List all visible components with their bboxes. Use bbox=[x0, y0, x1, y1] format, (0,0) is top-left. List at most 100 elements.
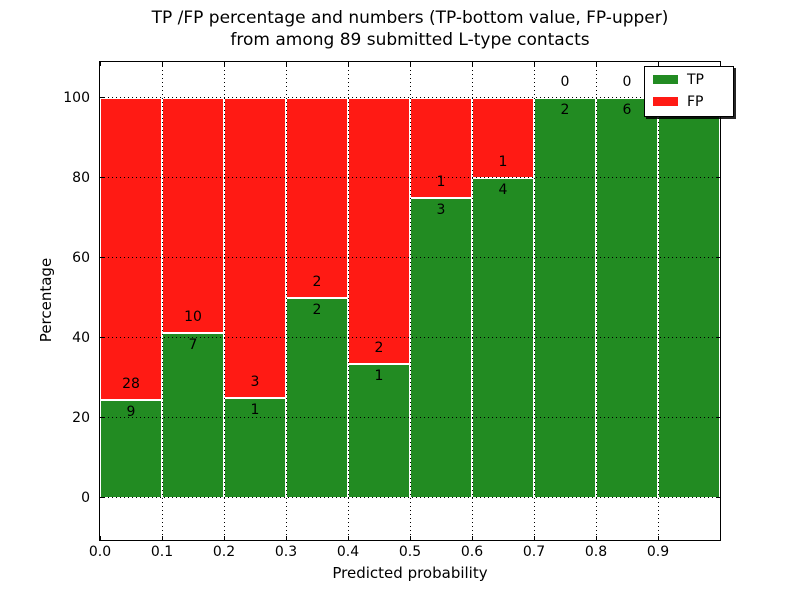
grid-line-vertical bbox=[595, 62, 597, 540]
fp-count-label: 28 bbox=[122, 376, 140, 393]
y-tick-mark bbox=[100, 257, 104, 259]
fp-count-label: 2 bbox=[374, 340, 384, 357]
x-tick-label: 0.0 bbox=[88, 544, 112, 560]
x-tick-mark bbox=[533, 536, 535, 540]
bar-fp-segment bbox=[286, 97, 348, 298]
fp-count-label: 2 bbox=[312, 273, 322, 290]
tp-count-label: 1 bbox=[374, 368, 384, 385]
legend-item-label: FP bbox=[687, 93, 704, 110]
chart-title: TP /FP percentage and numbers (TP-bottom… bbox=[100, 7, 720, 51]
bar-tp-segment bbox=[286, 297, 348, 498]
y-tick-label: 40 bbox=[72, 329, 90, 346]
plot-area: 2891073122211314020607 bbox=[99, 61, 721, 541]
fp-count-label: 1 bbox=[436, 173, 446, 190]
y-tick-label: 60 bbox=[72, 249, 90, 266]
x-tick-mark bbox=[161, 536, 163, 540]
fp-count-label: 10 bbox=[184, 309, 202, 326]
bar-fp-segment bbox=[348, 97, 410, 365]
bar-tp-segment bbox=[596, 97, 658, 498]
fp-count-label: 0 bbox=[622, 73, 632, 90]
x-tick-label: 0.7 bbox=[522, 544, 546, 560]
y-tick-mark bbox=[100, 177, 104, 179]
x-tick-mark bbox=[99, 62, 101, 66]
x-tick-label: 0.4 bbox=[336, 544, 360, 560]
x-tick-label: 0.6 bbox=[460, 544, 484, 560]
legend-item-label: TP bbox=[687, 71, 704, 88]
y-tick-label: 20 bbox=[72, 409, 90, 426]
grid-line-vertical bbox=[161, 62, 163, 540]
x-tick-label: 0.8 bbox=[584, 544, 608, 560]
x-tick-mark bbox=[99, 536, 101, 540]
x-tick-mark bbox=[347, 62, 349, 66]
x-tick-mark bbox=[471, 62, 473, 66]
fp-count-label: 0 bbox=[560, 73, 570, 90]
x-tick-mark bbox=[347, 536, 349, 540]
x-tick-label: 0.9 bbox=[646, 544, 670, 560]
x-tick-mark bbox=[285, 62, 287, 66]
grid-line-horizontal bbox=[100, 497, 720, 499]
fp-count-label: 1 bbox=[498, 153, 508, 170]
bar-fp-segment bbox=[224, 97, 286, 398]
y-tick-label: 0 bbox=[81, 489, 90, 506]
y-tick-mark bbox=[716, 417, 720, 419]
x-tick-mark bbox=[223, 536, 225, 540]
tp-count-label: 9 bbox=[126, 404, 136, 421]
legend-item-fp: FP bbox=[653, 93, 727, 110]
fp-count-label: 3 bbox=[250, 373, 260, 390]
tp-count-label: 7 bbox=[188, 337, 198, 354]
x-tick-label: 0.5 bbox=[398, 544, 422, 560]
y-tick-mark bbox=[716, 337, 720, 339]
x-tick-mark bbox=[533, 62, 535, 66]
grid-line-horizontal bbox=[100, 417, 720, 419]
x-tick-label: 0.2 bbox=[212, 544, 236, 560]
fp-color-swatch bbox=[653, 97, 678, 106]
y-tick-mark bbox=[716, 497, 720, 499]
x-tick-mark bbox=[595, 536, 597, 540]
x-tick-mark bbox=[161, 62, 163, 66]
x-tick-mark bbox=[409, 536, 411, 540]
tp-count-label: 2 bbox=[312, 301, 322, 318]
x-tick-mark bbox=[657, 62, 659, 66]
y-tick-mark bbox=[716, 177, 720, 179]
bar-tp-segment bbox=[534, 97, 596, 498]
bar-fp-segment bbox=[100, 97, 162, 401]
grid-line-vertical bbox=[285, 62, 287, 540]
bar-tp-segment bbox=[224, 397, 286, 498]
y-tick-mark bbox=[100, 97, 104, 99]
grid-line-vertical bbox=[347, 62, 349, 540]
x-tick-mark bbox=[285, 536, 287, 540]
tp-count-label: 3 bbox=[436, 201, 446, 218]
bar-tp-segment bbox=[658, 97, 720, 498]
x-tick-label: 0.1 bbox=[150, 544, 174, 560]
tp-count-label: 2 bbox=[560, 101, 570, 118]
x-tick-label: 0.3 bbox=[274, 544, 298, 560]
grid-line-horizontal bbox=[100, 337, 720, 339]
grid-line-vertical bbox=[471, 62, 473, 540]
y-tick-mark bbox=[716, 257, 720, 259]
bar-tp-segment bbox=[162, 333, 224, 498]
legend-item-tp: TP bbox=[653, 71, 727, 88]
grid-line-horizontal bbox=[100, 97, 720, 99]
grid-line-vertical bbox=[409, 62, 411, 540]
tp-count-label: 6 bbox=[622, 101, 632, 118]
x-tick-mark bbox=[657, 536, 659, 540]
x-axis-title: Predicted probability bbox=[332, 564, 488, 582]
y-tick-label: 80 bbox=[72, 169, 90, 186]
bar-fp-segment bbox=[162, 97, 224, 334]
y-tick-mark bbox=[100, 417, 104, 419]
tp-color-swatch bbox=[653, 75, 678, 84]
tp-count-label: 4 bbox=[498, 181, 508, 198]
x-tick-mark bbox=[409, 62, 411, 66]
y-tick-mark bbox=[100, 497, 104, 499]
grid-line-vertical bbox=[223, 62, 225, 540]
grid-line-vertical bbox=[533, 62, 535, 540]
x-tick-mark bbox=[471, 536, 473, 540]
y-tick-label: 100 bbox=[63, 89, 90, 106]
y-tick-mark bbox=[100, 337, 104, 339]
legend: TP FP bbox=[644, 66, 734, 117]
bar-tp-segment bbox=[348, 364, 410, 498]
grid-line-horizontal bbox=[100, 257, 720, 259]
grid-line-vertical bbox=[657, 62, 659, 540]
x-tick-mark bbox=[223, 62, 225, 66]
